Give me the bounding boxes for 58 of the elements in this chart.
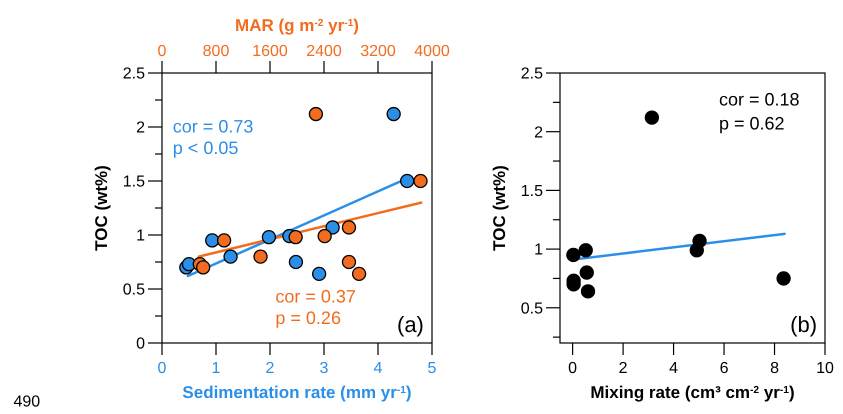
y-tick-label: 1 [534,242,544,259]
point [386,106,401,122]
point [690,243,704,258]
point [223,249,238,264]
annotation: p = 0.26 [275,308,341,328]
x-tick-label: 6 [720,360,729,377]
point [400,174,414,188]
y-tick-label: 0.5 [122,282,146,299]
x-tick-label: 2 [618,360,628,377]
annotation: (b) [790,312,818,338]
y-tick-label: 1.5 [520,182,544,200]
text: 490 [14,393,40,410]
annotation: p < 0.05 [172,138,238,158]
x-tick-label: 8 [770,360,780,377]
x2-tick-label: 3200 [360,43,396,60]
annotation: (a) [397,312,424,338]
y-tick-label: 2 [534,124,544,142]
x-axis-title: Sedimentation rate (mm yr$^{-1}$) [182,383,412,402]
y-axis-title: TOC (wt%) [92,165,111,251]
x2-tick-label: 4000 [414,43,450,60]
x-tick-label: 2 [266,360,275,377]
annotation: cor = 0.73 [172,116,254,136]
y-axis-title: TOC (wt%) [490,165,509,251]
point [580,265,594,280]
point [205,233,220,248]
y-tick-label: 1.5 [122,174,146,191]
x-tick-label: 0 [158,360,167,377]
x-axis-title: Mixing rate (cm³ cm$^{-2}$ yr$^{-1}$) [590,383,795,402]
y-tick-label: 0 [136,336,146,353]
point [312,266,326,282]
point [325,220,340,235]
x-tick-label: 3 [320,360,329,377]
x2-axis-title: MAR (g m$^{-2}$ yr$^{-1}$) [235,16,359,35]
x2-tick-label: 2400 [306,43,342,60]
x2-tick-label: 0 [158,43,167,60]
y-tick-label: 2 [136,120,146,137]
y-tick-label: 1 [136,228,146,245]
point [580,284,596,298]
point [566,248,581,262]
x2-tick-label: 800 [202,43,230,60]
x2-tick-label: 1600 [252,43,288,60]
annotation: cor = 0.37 [275,286,356,306]
x-tick-label: 1 [212,360,221,377]
y-tick-label: 2.5 [122,66,146,83]
x-tick-label: 0 [568,360,578,377]
annotation: p = 0.62 [719,114,785,134]
y-tick-label: 0.5 [520,300,544,318]
point [644,110,660,125]
y-tick-label: 2.5 [520,66,544,83]
point [578,243,593,258]
point [262,230,276,244]
annotation: cor = 0.18 [719,89,800,110]
x-tick-label: 4 [669,360,678,377]
x-tick-label: 5 [428,360,437,377]
point [288,254,304,270]
point [776,271,791,286]
x-tick-label: 10 [816,360,834,377]
x-tick-label: 4 [374,360,383,377]
